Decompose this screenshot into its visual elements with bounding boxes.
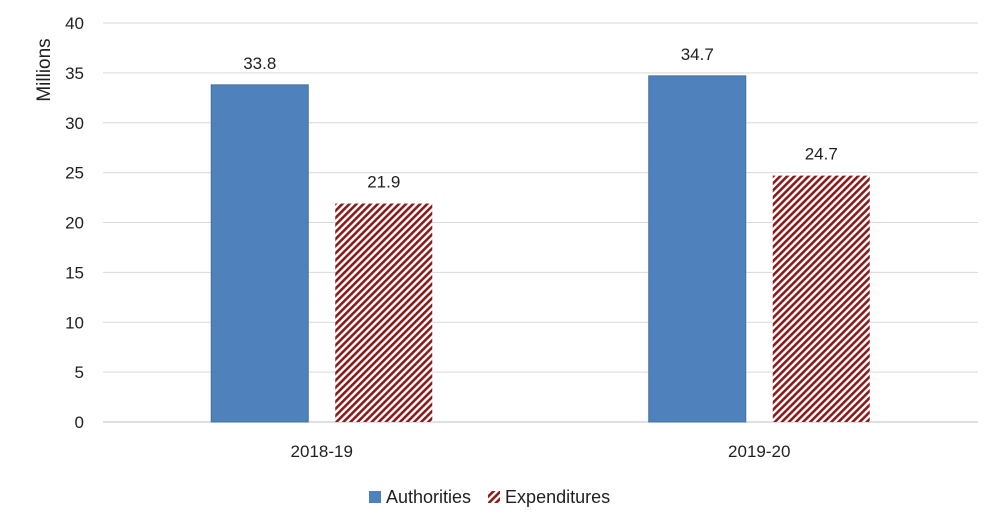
bars (210, 75, 870, 423)
x-tick-label: 2019-20 (728, 442, 790, 461)
y-tick-label: 25 (65, 164, 84, 183)
y-axis-label: Millions (34, 38, 55, 101)
y-tick-label: 20 (65, 214, 84, 233)
x-tick-label: 2018-19 (291, 442, 353, 461)
bar-expenditures (335, 203, 433, 422)
bar-authorities (648, 75, 747, 423)
legend-swatch-authorities (369, 491, 381, 503)
y-tick-label: 30 (65, 114, 84, 133)
data-label: 34.7 (681, 45, 714, 64)
data-label: 21.9 (367, 173, 400, 192)
legend: Authorities Expenditures (369, 487, 610, 507)
y-axis-ticks: 0 5 10 15 20 25 30 35 40 (65, 14, 84, 432)
y-tick-label: 15 (65, 263, 84, 282)
y-tick-label: 0 (75, 413, 84, 432)
data-label: 24.7 (805, 145, 838, 164)
data-labels: 33.8 21.9 34.7 24.7 (243, 45, 838, 192)
bar-expenditures (772, 175, 870, 422)
y-tick-label: 40 (65, 14, 84, 33)
data-label: 33.8 (243, 54, 276, 73)
legend-label: Expenditures (505, 487, 610, 507)
legend-swatch-expenditures (488, 491, 501, 503)
legend-label: Authorities (386, 487, 471, 507)
y-tick-label: 35 (65, 64, 84, 83)
y-tick-label: 5 (75, 363, 84, 382)
x-axis-ticks: 2018-19 2019-20 (291, 442, 791, 461)
bar-authorities (210, 84, 309, 423)
y-tick-label: 10 (65, 313, 84, 332)
